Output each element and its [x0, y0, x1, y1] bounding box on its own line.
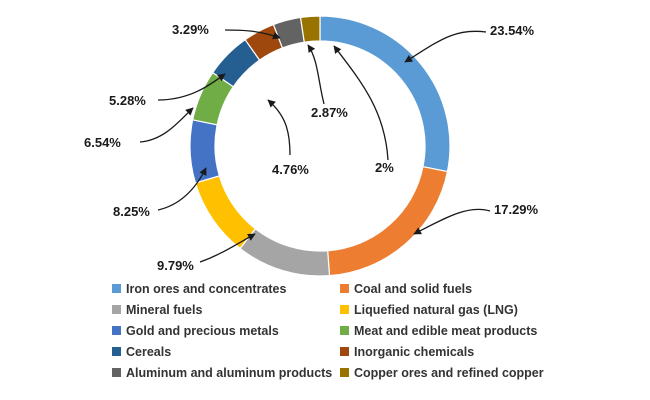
leader-aluminum-and-aluminum-products	[307, 44, 325, 105]
legend-swatch	[340, 347, 349, 356]
legend-label: Aluminum and aluminum products	[126, 366, 332, 380]
value-label-gold-and-precious-metals: 6.54%	[84, 135, 121, 150]
slice-gold-and-precious-metals	[189, 119, 221, 184]
legend-item-cereals: Cereals	[112, 345, 171, 359]
value-label-aluminum-and-aluminum-products: 2.87%	[311, 105, 348, 120]
legend-swatch	[340, 305, 349, 314]
legend-item-iron-ores-and-concentrates: Iron ores and concentrates	[112, 282, 287, 296]
slice-iron-ores-and-concentrates	[319, 15, 451, 173]
legend: Iron ores and concentrates Coal and solid…	[112, 282, 544, 380]
legend-label: Iron ores and concentrates	[126, 282, 287, 296]
leader-cereals	[267, 99, 291, 156]
legend-swatch	[112, 326, 121, 335]
value-label-cereals: 4.76%	[272, 162, 309, 177]
value-label-iron-ores-and-concentrates: 23.54%	[490, 23, 535, 38]
legend-swatch	[340, 284, 349, 293]
legend-item-copper-ores-and-refined-copper: Copper ores and refined copper	[340, 366, 544, 380]
value-labels: 23.54% 17.29% 9.79% 8.25% 6.54% 5.28% 4.76% 3.2…	[84, 22, 539, 273]
legend-label: Copper ores and refined copper	[354, 366, 544, 380]
leader-mineral-fuels	[199, 233, 256, 263]
legend-label: Meat and edible meat products	[354, 324, 537, 338]
legend-item-mineral-fuels: Mineral fuels	[112, 303, 202, 317]
leader-copper-ores-and-refined-copper	[333, 45, 389, 161]
legend-label: Coal and solid fuels	[354, 282, 472, 296]
leader-meat-and-edible-meat-products	[157, 73, 226, 101]
legend-item-aluminum-and-aluminum-products: Aluminum and aluminum products	[112, 366, 332, 380]
value-label-coal-and-solid-fuels: 17.29%	[494, 202, 539, 217]
legend-item-coal-and-solid-fuels: Coal and solid fuels	[340, 282, 472, 296]
value-label-mineral-fuels: 9.79%	[157, 258, 194, 273]
legend-label: Liquefied natural gas (LNG)	[354, 303, 518, 317]
legend-swatch	[112, 305, 121, 314]
leader-inorganic-chemicals	[224, 29, 281, 40]
leader-iron-ores-and-concentrates	[404, 30, 487, 63]
legend-item-gold-and-precious-metals: Gold and precious metals	[112, 324, 279, 338]
legend-label: Mineral fuels	[126, 303, 202, 317]
slice-copper-ores-and-refined-copper	[299, 15, 321, 43]
donut-slices	[189, 15, 451, 277]
legend-swatch	[112, 347, 121, 356]
value-label-copper-ores-and-refined-copper: 2%	[375, 160, 394, 175]
legend-swatch	[340, 326, 349, 335]
legend-label: Gold and precious metals	[126, 324, 279, 338]
legend-swatch	[112, 284, 121, 293]
legend-item-liquefied-natural-gas-lng: Liquefied natural gas (LNG)	[340, 303, 518, 317]
value-label-meat-and-edible-meat-products: 5.28%	[109, 93, 146, 108]
legend-swatch	[112, 368, 121, 377]
legend-swatch	[340, 368, 349, 377]
legend-item-inorganic-chemicals: Inorganic chemicals	[340, 345, 474, 359]
legend-item-meat-and-edible-meat-products: Meat and edible meat products	[340, 324, 537, 338]
leader-coal-and-solid-fuels	[413, 208, 491, 235]
slice-coal-and-solid-fuels	[327, 165, 449, 277]
value-label-liquefied-natural-gas-lng: 8.25%	[113, 204, 150, 219]
value-label-inorganic-chemicals: 3.29%	[172, 22, 209, 37]
legend-label: Cereals	[126, 345, 171, 359]
leader-lines	[139, 29, 491, 263]
leader-liquefied-natural-gas-lng	[157, 167, 207, 211]
slice-liquefied-natural-gas-lng	[194, 175, 257, 250]
legend-label: Inorganic chemicals	[354, 345, 474, 359]
slice-mineral-fuels	[239, 227, 331, 277]
leader-gold-and-precious-metals	[139, 107, 194, 143]
